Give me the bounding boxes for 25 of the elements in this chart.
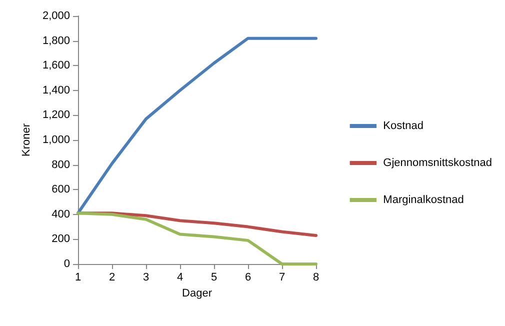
y-tick-label: 1,400: [42, 84, 70, 96]
y-tick-label: 2,000: [42, 10, 70, 22]
x-tick-label: 1: [74, 272, 82, 284]
y-tick-label: 0: [64, 258, 70, 270]
x-tick-label: 2: [108, 272, 116, 284]
y-tick-label: 1,200: [42, 109, 70, 122]
legend-label: Gjennomsnittskostnad: [383, 157, 492, 169]
legend-label: Marginalkostnad: [383, 194, 464, 206]
x-tick-label: 5: [210, 272, 218, 284]
y-tick-label: 1,800: [42, 34, 70, 47]
x-tick-label: 7: [278, 272, 286, 284]
y-axis-title: Kroner: [20, 123, 32, 157]
x-tick-label: 6: [244, 272, 252, 284]
x-axis-title: Dager: [182, 288, 212, 300]
x-tick-label: 8: [312, 272, 320, 284]
y-tick-label: 400: [52, 208, 70, 220]
y-tick-label: 200: [52, 233, 70, 246]
line-series: [76, 36, 318, 215]
y-tick-label: 800: [52, 158, 70, 171]
y-tick-label: 1,600: [42, 60, 70, 72]
x-tick-label: 3: [142, 272, 150, 284]
legend-label: Kostnad: [383, 120, 424, 132]
y-tick-label: 1,000: [42, 134, 70, 146]
x-tick-label: 4: [176, 272, 184, 284]
y-tick-label: 600: [52, 184, 70, 196]
